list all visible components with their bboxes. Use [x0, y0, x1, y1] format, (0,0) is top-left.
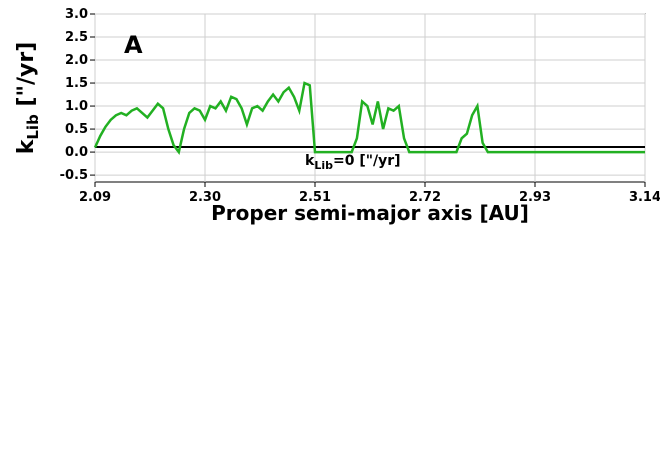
panel-a-green-line [93, 81, 645, 155]
panel-a-xlabel: Proper semi-major axis [AU] [211, 201, 529, 225]
panel-a-ytick-label: 1.5 [65, 76, 88, 91]
panel-a-ticks: 3.0 2.5 2.0 1.5 1.0 0.5 0.0 -0.5 2.09 2.30 2.51 2.7… [60, 7, 660, 205]
panel-a-ytick-label: 2.5 [65, 30, 88, 45]
panel-a-xtick-label: 2.51 [299, 190, 331, 205]
panel-a-ytick-label: -0.5 [60, 168, 88, 183]
panel-a-xtick-label: 3.14 [629, 190, 660, 205]
panel-a-xtick-label: 2.09 [79, 190, 111, 205]
panel-a-xtick-label: 2.93 [519, 190, 551, 205]
panel-a-ytick-label: 3.0 [65, 7, 88, 22]
panel-a-xtick-label: 2.72 [409, 190, 441, 205]
panel-a-lines [93, 81, 645, 155]
panel-a-label: A [124, 31, 143, 59]
panel-a-frame [94, 13, 646, 183]
panel-a-ytick-label: 0.0 [65, 145, 88, 160]
panel-a-ylabel: kLib ["/yr] [14, 42, 42, 155]
panel-a-xtick-label: 2.30 [189, 190, 221, 205]
panel-a-annotation: kLib=0 ["/yr] [305, 153, 401, 172]
panel-a: 3.0 2.5 2.0 1.5 1.0 0.5 0.0 -0.5 2.09 2.30 2.51 2.7… [14, 7, 660, 225]
panel-a-ytick-label: 0.5 [65, 122, 88, 137]
panel-a-ytick-label: 1.0 [65, 99, 88, 114]
panel-a-ytick-label: 2.0 [65, 53, 88, 68]
